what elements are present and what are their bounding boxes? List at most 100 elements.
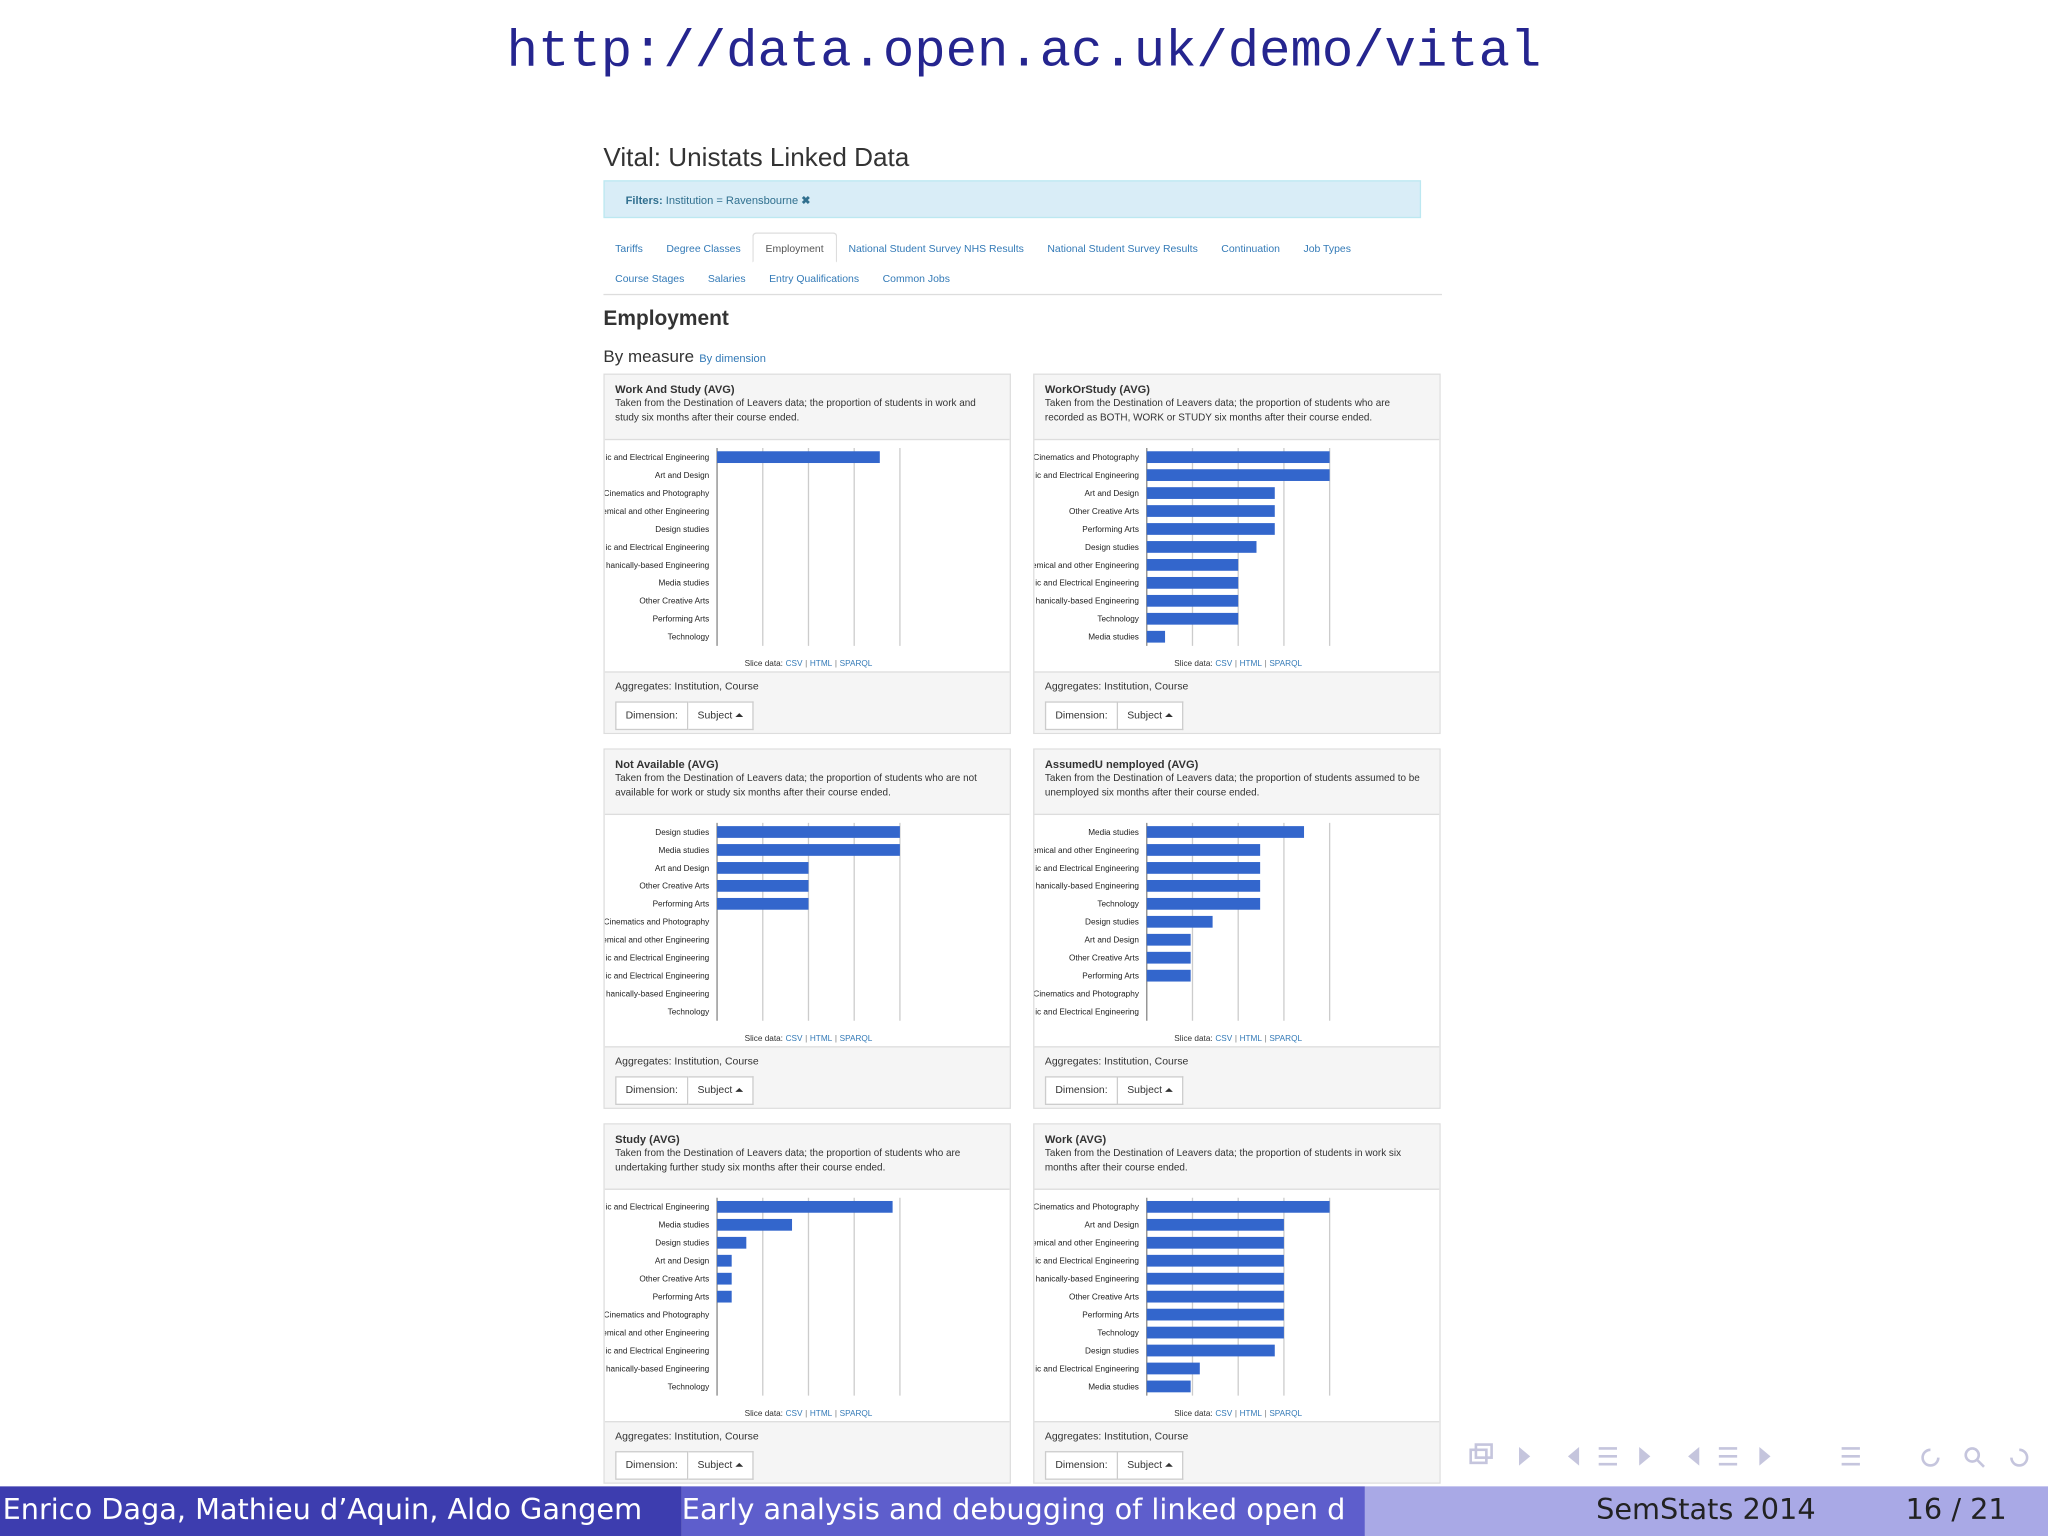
category-label: Media studies (1088, 1382, 1139, 1391)
bar (1146, 1218, 1284, 1231)
slice-label: Slice data: (745, 1034, 783, 1043)
data-link[interactable]: CSV (1215, 659, 1232, 668)
dimension-dropdown[interactable]: Subject (1118, 1451, 1183, 1480)
tab[interactable]: National Student Survey Results (1047, 242, 1198, 255)
bar (1146, 487, 1275, 499)
filter-remove[interactable]: ✖ (801, 193, 811, 207)
panel-header: Not Available (AVG) Taken from the Destin… (604, 749, 1010, 816)
tab[interactable]: Job Types (1303, 242, 1351, 255)
dimension-label: Dimension: (1044, 1076, 1119, 1105)
dimension-value: Subject (697, 1084, 733, 1096)
data-link[interactable]: HTML (810, 659, 833, 668)
bar (1146, 1200, 1330, 1213)
chart-panel: Not Available (AVG) Taken from the Destin… (603, 748, 1011, 1109)
category-label: Cinematics and Photography (1034, 1203, 1139, 1212)
panel-header: Work And Study (AVG) Taken from the Desti… (604, 374, 1010, 441)
data-link[interactable]: HTML (1240, 659, 1263, 668)
data-link[interactable]: HTML (810, 1034, 833, 1043)
tab[interactable]: National Student Survey NHS Results (848, 242, 1024, 255)
dimension-value: Subject (1127, 1084, 1163, 1096)
alt-view-link[interactable]: By dimension (699, 351, 766, 365)
category-label: Art and Design (655, 864, 710, 873)
tab[interactable]: Continuation (1221, 242, 1280, 255)
bar (717, 1200, 893, 1213)
bar (1146, 1308, 1284, 1321)
chart: Cinematics and Photography ic and Electri… (1034, 447, 1331, 668)
data-link[interactable]: HTML (1240, 1034, 1263, 1043)
slice-label: Slice data: (1174, 1034, 1212, 1043)
tab[interactable]: Degree Classes (666, 242, 741, 255)
category-label: Technology (1097, 615, 1139, 624)
dimension-dropdown[interactable]: Subject (688, 701, 754, 731)
data-link[interactable]: SPARQL (840, 659, 873, 668)
data-link[interactable]: SPARQL (1269, 1409, 1302, 1418)
category-label: ic and Electrical Engineering (606, 954, 710, 963)
chart-panel: AssumedU nemployed (AVG) Taken from the D… (1033, 748, 1441, 1109)
data-link[interactable]: SPARQL (1269, 1034, 1302, 1043)
category-label: Art and Design (1085, 1221, 1140, 1230)
slice-label: Slice data: (1174, 659, 1212, 668)
data-link[interactable]: HTML (1240, 1409, 1263, 1418)
caret-shape (1164, 1462, 1173, 1467)
data-link[interactable]: SPARQL (840, 1034, 873, 1043)
category-label: Design studies (1085, 918, 1139, 927)
category-label: ic and Electrical Engineering (606, 1203, 710, 1212)
category-label: Performing Arts (1082, 1310, 1139, 1319)
link-separator: | (1265, 659, 1267, 668)
category-label: Other Creative Arts (1069, 507, 1139, 516)
tab[interactable]: Salaries (707, 272, 746, 285)
caret-shape (734, 1087, 743, 1092)
dimension-value: Subject (697, 1458, 733, 1471)
bar (1146, 1326, 1284, 1339)
view: By measure (603, 346, 695, 366)
aggregates: Aggregates: Institution, Course (615, 1430, 759, 1442)
dimension-value: Subject (697, 709, 733, 721)
bar (1146, 1236, 1284, 1249)
tab[interactable]: Employment (752, 232, 837, 263)
slice-data: Slice data: CSV | HTML | SPARQL (1174, 1409, 1302, 1418)
chart: ic and Electrical Engineering Media studi… (605, 1197, 901, 1418)
caret (734, 713, 743, 718)
data-link[interactable]: CSV (786, 659, 803, 668)
data-link[interactable]: CSV (786, 1409, 803, 1418)
dimension-group: Dimension: Subject (615, 1076, 999, 1105)
data-link[interactable]: HTML (810, 1409, 833, 1418)
category-label: Other Creative Arts (639, 597, 709, 606)
data-link[interactable]: SPARQL (840, 1409, 873, 1418)
category-label: Other Creative Arts (1069, 954, 1139, 963)
dimension-dropdown[interactable]: Subject (1118, 1076, 1183, 1105)
bar (1146, 1362, 1200, 1375)
footer-right: SemStats 2014 16 / 21 (1364, 1486, 2048, 1536)
chart: Cinematics and Photography Art and Design… (1034, 1197, 1331, 1418)
aggregates: Aggregates: Institution, Course (1044, 680, 1189, 693)
data-link[interactable]: CSV (1215, 1409, 1232, 1418)
chart-title: Work And Study (AVG) (615, 382, 735, 396)
chart-panel: Study (AVG) Taken from the Destination of… (603, 1123, 1011, 1484)
data-link[interactable]: CSV (1215, 1034, 1232, 1043)
panel-header: Work (AVG) Taken from the Destination of … (1034, 1124, 1440, 1190)
slice-data: Slice data: CSV | HTML | SPARQL (745, 1409, 873, 1418)
dimension-value: Subject (1127, 1458, 1163, 1471)
chart-description: Taken from the Destination of Leavers da… (615, 1146, 961, 1173)
bar (1146, 1254, 1284, 1267)
tab[interactable]: Common Jobs (882, 272, 950, 285)
dimension-dropdown[interactable]: Subject (688, 1451, 754, 1480)
dimension-dropdown[interactable]: Subject (688, 1076, 754, 1105)
dimension-label: Dimension: (615, 1451, 689, 1480)
link-separator: | (805, 659, 807, 668)
category-label: ic and Electrical Engineering (1035, 1364, 1139, 1373)
data-link[interactable]: SPARQL (1269, 659, 1302, 668)
category-label: ic and Electrical Engineering (1035, 1007, 1139, 1016)
data-link[interactable]: CSV (786, 1034, 803, 1043)
category-label: hanically-based Engineering (1036, 882, 1140, 891)
link-separator: | (1235, 1409, 1237, 1418)
tab[interactable]: Entry Qualifications (769, 272, 860, 285)
category-label: Cinematics and Photography (1034, 990, 1139, 999)
tab[interactable]: Tariffs (615, 242, 643, 255)
chart-description: Taken from the Destination of Leavers da… (1044, 1146, 1402, 1173)
dimension-dropdown[interactable]: Subject (1118, 701, 1183, 731)
category-label: ic and Electrical Engineering (1035, 1257, 1139, 1266)
tab[interactable]: Course Stages (615, 272, 685, 285)
bar (717, 879, 809, 892)
bar (1146, 844, 1261, 856)
